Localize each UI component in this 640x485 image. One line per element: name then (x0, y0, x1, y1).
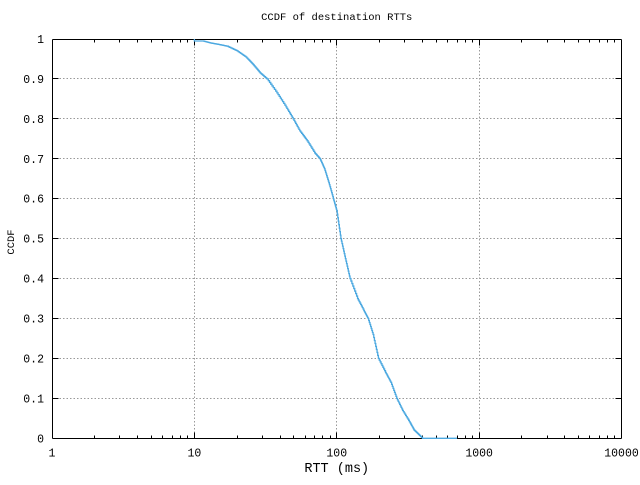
svg-text:RTT (ms): RTT (ms) (304, 462, 369, 477)
svg-text:100: 100 (326, 447, 347, 460)
svg-text:1000: 1000 (465, 447, 493, 460)
svg-text:CCDF of destination RTTs: CCDF of destination RTTs (261, 12, 412, 24)
svg-text:0.5: 0.5 (23, 234, 44, 247)
svg-text:10: 10 (187, 447, 201, 460)
svg-text:0.8: 0.8 (23, 114, 44, 127)
svg-text:0.9: 0.9 (23, 74, 44, 87)
svg-text:10000: 10000 (604, 447, 639, 460)
svg-text:0.7: 0.7 (23, 154, 44, 167)
svg-text:0.2: 0.2 (23, 353, 44, 366)
svg-text:0.6: 0.6 (23, 194, 44, 207)
svg-text:0: 0 (37, 433, 44, 446)
svg-text:0.3: 0.3 (23, 314, 44, 327)
svg-text:0.1: 0.1 (23, 393, 44, 406)
svg-text:1: 1 (49, 447, 56, 460)
svg-text:1: 1 (37, 34, 44, 47)
svg-text:0.4: 0.4 (23, 274, 44, 287)
svg-text:CCDF: CCDF (6, 229, 18, 254)
